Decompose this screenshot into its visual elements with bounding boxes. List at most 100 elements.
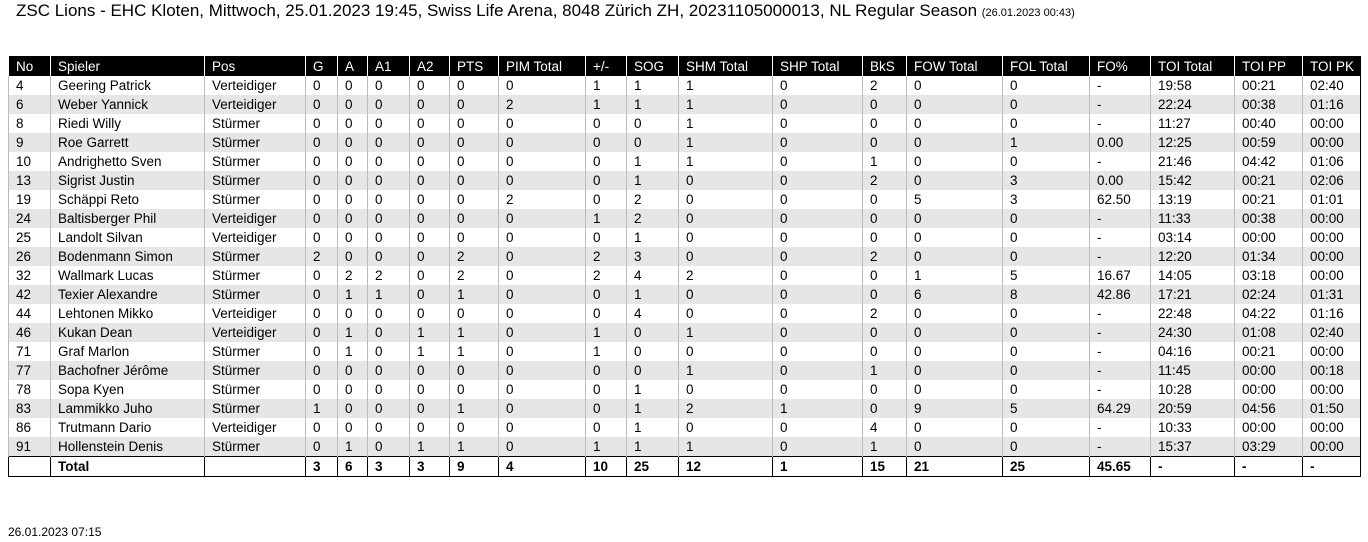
cell: 03:29 [1234,437,1303,457]
cell: 00:00 [1234,228,1303,247]
cell: 2 [449,266,499,285]
player-row: 42 Texier Alexandre Stürmer 0 1 1 0 1 0 0 1 0 0 0 6 8 42… [8,285,1361,304]
cell: 0 [862,114,907,133]
cell: 02:24 [1234,285,1303,304]
column-header: BkS [862,56,907,76]
cell: Stürmer [204,133,306,152]
cell: Hollenstein Denis [50,437,205,457]
cell: 46 [8,323,51,342]
cell: 0 [585,361,627,380]
player-row: 77 Bachofner Jérôme Stürmer 0 0 0 0 0 0 0 0 1 0 1 0 0-1… [8,361,1361,380]
cell: 03:14 [1150,228,1235,247]
cell: 64.29 [1089,399,1151,418]
cell: 6 [8,95,51,114]
cell: 0 [906,171,1003,190]
cell: 0 [1002,228,1090,247]
cell: 1 [449,437,499,457]
cell: 1 [772,399,863,418]
column-header: SHP Total [772,56,863,76]
cell: 0 [409,95,450,114]
player-row: 32 Wallmark Lucas Stürmer 0 2 2 0 2 0 2 4 2 0 0 1 5 16.6… [8,266,1361,285]
cell: Kukan Dean [50,323,205,342]
cell: 1 [409,437,450,457]
cell: 2 [862,76,907,95]
cell: 0 [367,380,410,399]
cell: - [1089,342,1151,361]
cell: 25 [8,228,51,247]
cell: 4 [862,418,907,437]
cell: Verteidiger [204,95,306,114]
column-header: Pos [204,56,306,76]
cell: 0 [1002,76,1090,95]
cell: 1 [626,171,679,190]
cell: 0 [367,361,410,380]
cell: 1 [678,152,773,171]
cell: 15:37 [1150,437,1235,457]
cell: 01:08 [1234,323,1303,342]
cell: 1 [626,285,679,304]
cell: 0 [367,114,410,133]
cell: 1 [337,323,368,342]
cell: 00:00 [1302,247,1361,266]
cell: 01:31 [1302,285,1361,304]
player-row: 6 Weber Yannick Verteidiger 0 0 0 0 0 2 1 1 1 0 0 0 0-2… [8,95,1361,114]
cell: 0 [305,323,338,342]
player-row: 25 Landolt Silvan Verteidiger 0 0 0 0 0 0 0 1 0 0 0 0 0… [8,228,1361,247]
cell: 42 [8,285,51,304]
cell: 0 [409,114,450,133]
cell: 0 [305,133,338,152]
cell: 0.00 [1089,171,1151,190]
cell: 71 [8,342,51,361]
cell: 0 [585,152,627,171]
cell: 0 [409,76,450,95]
cell: 1 [337,285,368,304]
cell: 0 [367,95,410,114]
header-row: No Spieler Pos G A A1 A2 PTS PIM Total +/- SOG SHM … [8,56,1361,76]
cell: Roe Garrett [50,133,205,152]
total-cell: 3 [305,456,338,477]
cell: 0 [409,247,450,266]
cell: 0 [367,304,410,323]
cell: 0 [678,380,773,399]
cell: 11:33 [1150,209,1235,228]
cell: 0 [498,266,586,285]
cell: 0 [1002,380,1090,399]
cell: 0 [449,114,499,133]
cell: 1 [449,399,499,418]
cell: 8 [8,114,51,133]
column-header: FOL Total [1002,56,1090,76]
cell: 0 [906,76,1003,95]
cell: 0 [626,133,679,152]
cell: 0 [1002,437,1090,457]
cell: 0 [585,133,627,152]
total-cell: - [1234,456,1303,477]
cell: 00:00 [1302,342,1361,361]
total-cell: 10 [585,456,627,477]
cell: 0 [626,323,679,342]
cell: 0 [305,266,338,285]
cell: 0 [449,209,499,228]
cell: 00:00 [1234,361,1303,380]
cell: 0 [585,380,627,399]
cell: 1 [337,437,368,457]
cell: Stürmer [204,171,306,190]
cell: 0 [678,304,773,323]
cell: 1 [862,437,907,457]
cell: 4 [626,266,679,285]
cell: 0 [498,304,586,323]
cell: Verteidiger [204,323,306,342]
cell: 02:06 [1302,171,1361,190]
cell: 01:16 [1302,95,1361,114]
cell: 0 [772,95,863,114]
cell: 9 [8,133,51,152]
column-header: PTS [449,56,499,76]
cell: 0 [305,114,338,133]
cell: 0 [498,380,586,399]
cell: 78 [8,380,51,399]
cell: 0 [1002,114,1090,133]
cell: 1 [678,361,773,380]
total-cell: 21 [906,456,1003,477]
cell: 0 [772,285,863,304]
cell: 2 [498,190,586,209]
cell: 00:00 [1302,437,1361,457]
